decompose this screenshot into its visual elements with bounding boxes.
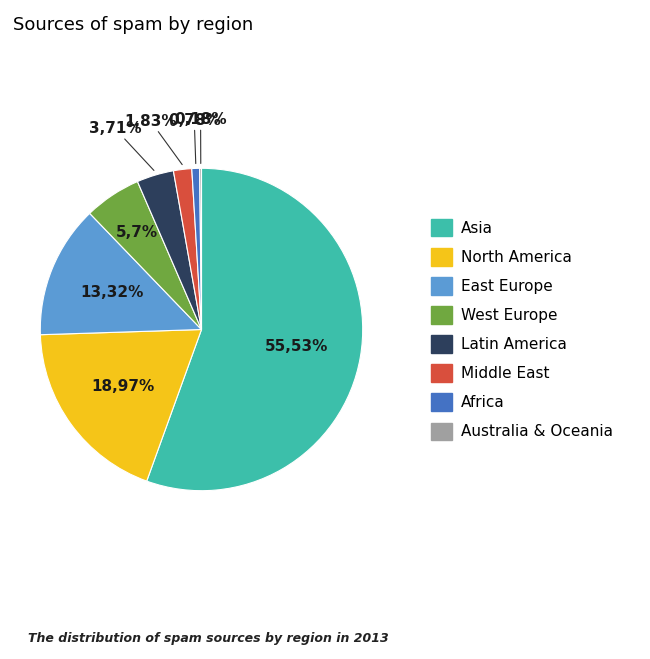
Wedge shape <box>138 171 202 330</box>
Text: 5,7%: 5,7% <box>116 225 159 241</box>
Text: 13,32%: 13,32% <box>80 285 144 301</box>
Legend: Asia, North America, East Europe, West Europe, Latin America, Middle East, Afric: Asia, North America, East Europe, West E… <box>431 219 614 440</box>
Text: 0,18%: 0,18% <box>174 113 227 163</box>
Text: Sources of spam by region: Sources of spam by region <box>13 16 254 34</box>
Wedge shape <box>200 168 201 330</box>
Text: 3,71%: 3,71% <box>89 121 154 171</box>
Wedge shape <box>192 168 202 330</box>
Wedge shape <box>90 181 202 330</box>
Wedge shape <box>174 169 202 330</box>
Wedge shape <box>147 168 363 491</box>
Text: 18,97%: 18,97% <box>92 379 155 394</box>
Text: The distribution of spam sources by region in 2013: The distribution of spam sources by regi… <box>27 631 389 645</box>
Wedge shape <box>40 330 202 481</box>
Text: 1,83%: 1,83% <box>125 114 182 165</box>
Wedge shape <box>40 214 202 335</box>
Text: 0,78%: 0,78% <box>168 113 220 163</box>
Text: 55,53%: 55,53% <box>265 339 328 354</box>
